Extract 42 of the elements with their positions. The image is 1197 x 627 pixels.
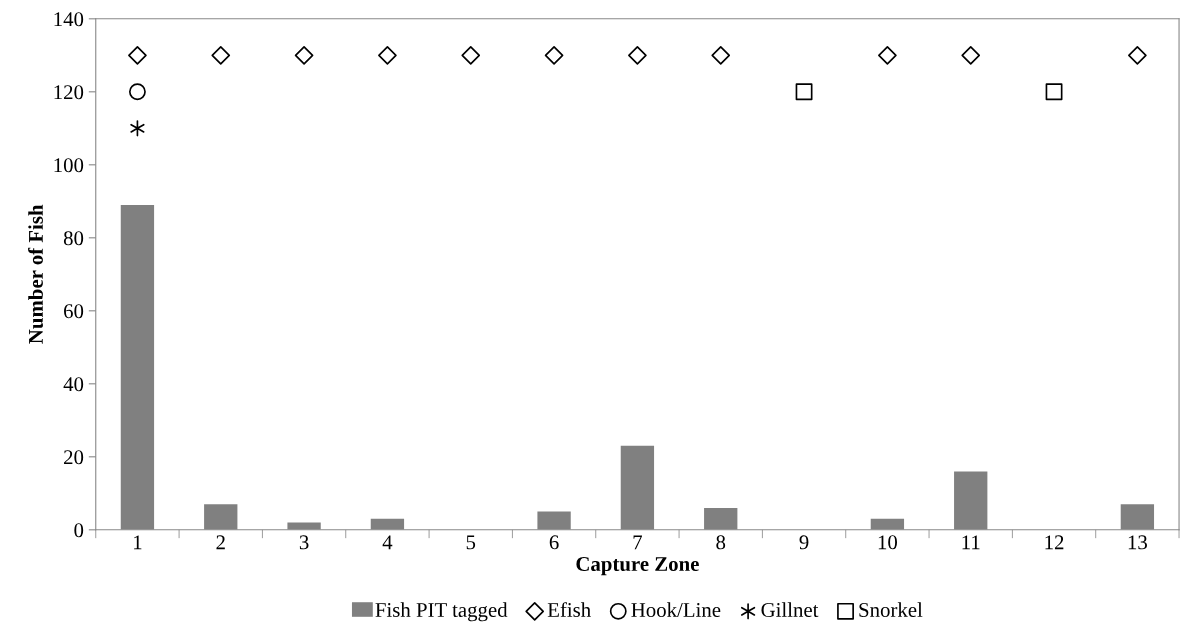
point [961, 45, 981, 65]
x-tick-label: 6 [549, 535, 559, 550]
point [1128, 45, 1147, 65]
y-tick-label: 100 [54, 158, 84, 173]
x-tick-label: 13 [1128, 535, 1147, 550]
x-tick-label: 12 [1045, 535, 1064, 550]
legend-label: Snorkel [859, 602, 923, 618]
point [628, 45, 647, 65]
x-tick-label: 11 [962, 535, 980, 550]
point [711, 45, 731, 65]
point [544, 45, 564, 65]
x-tick-label: 9 [799, 535, 809, 550]
x-axis-title: Capture Zone [576, 557, 699, 576]
y-tick-label: 60 [64, 304, 84, 319]
x-tick-label: 10 [878, 535, 898, 550]
x-tick-label: 7 [633, 535, 643, 550]
legend-label: Fish PIT tagged [375, 602, 508, 622]
y-tick-label: 20 [64, 450, 84, 465]
legend-label: Hook/Line [631, 602, 721, 618]
y-tick-label: 140 [54, 12, 84, 27]
y-axis-title: Number of Fish [28, 204, 43, 344]
y-tick-label: 80 [63, 231, 84, 246]
x-tick-label: 3 [299, 535, 309, 550]
x-tick-label: 5 [466, 535, 476, 550]
point [461, 45, 481, 65]
y-tick-label: 40 [63, 377, 84, 392]
y-tick-label: 0 [74, 523, 84, 538]
legend-label: Efish [547, 602, 591, 618]
point [128, 83, 146, 101]
point [211, 45, 231, 65]
x-tick-label: 8 [716, 535, 726, 550]
x-tick-label: 4 [382, 535, 393, 550]
x-tick-label: 1 [134, 535, 142, 550]
legend-label: Gillnet [761, 602, 819, 618]
point [128, 45, 147, 65]
x-tick-label: 2 [216, 535, 225, 550]
y-tick-label: 120 [54, 85, 84, 100]
point [1045, 83, 1063, 101]
point [294, 45, 314, 65]
point [795, 83, 813, 101]
point [378, 45, 397, 65]
point [878, 45, 897, 65]
